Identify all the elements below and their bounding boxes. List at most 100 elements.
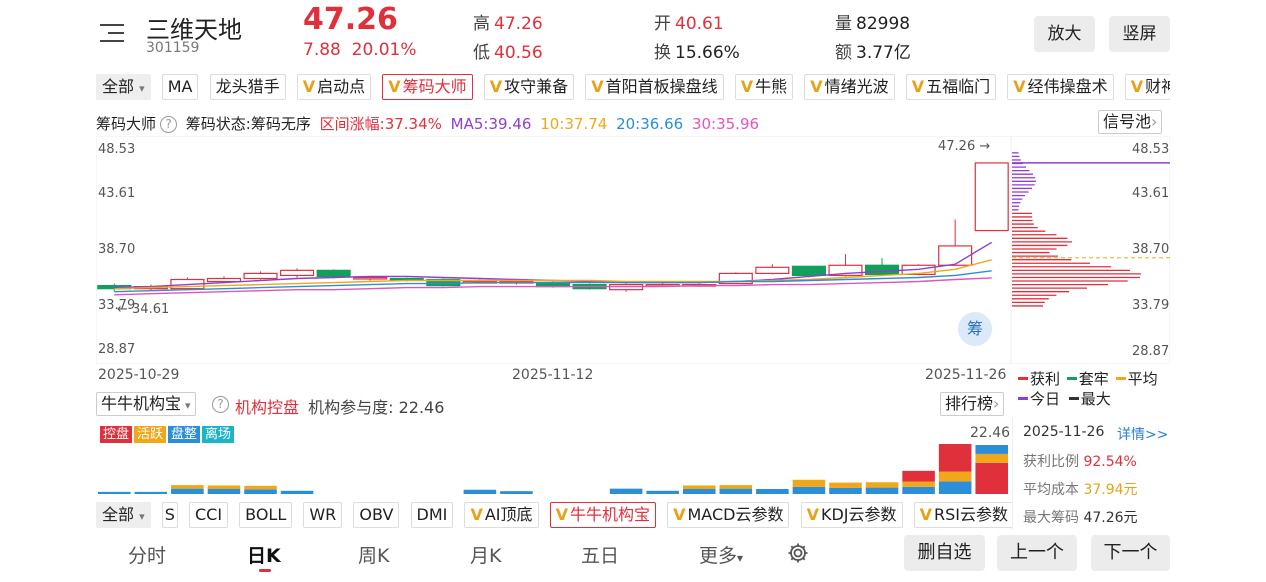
period-tab-intraday[interactable]: 分时 — [128, 545, 167, 567]
legend-max: 最大 — [1068, 390, 1111, 408]
menu-icon[interactable] — [100, 24, 124, 46]
low-value: 40.56 — [494, 43, 543, 63]
v-icon: V — [673, 505, 686, 524]
tab-label: 攻守兼备 — [504, 77, 569, 96]
kline-chart[interactable] — [96, 136, 1170, 364]
tab-kdj-cloud[interactable]: V KDJ云参数 — [800, 502, 903, 528]
zoom-button[interactable]: 放大 — [1034, 16, 1095, 52]
next-stock-button[interactable]: 下一个 — [1091, 535, 1170, 571]
tab-chip-master[interactable]: V 筹码大师 — [382, 74, 473, 100]
y-tick-label: 28.87 — [98, 342, 136, 357]
candle-body — [389, 277, 424, 281]
high-value: 47.26 — [494, 14, 543, 34]
chip-y-tick-label: 33.79 — [1132, 298, 1170, 313]
max-chip-value: 47.26元 — [1083, 510, 1138, 526]
tab-dmi[interactable]: DMI — [410, 502, 454, 528]
chip-badge-button[interactable]: 筹 — [958, 312, 992, 346]
v-icon: V — [740, 77, 754, 96]
period-tab-weekly[interactable]: 周K — [358, 545, 390, 567]
candle-body — [316, 269, 351, 278]
tab-emotion-wave[interactable]: V 情绪光波 — [804, 74, 895, 100]
candle-body — [938, 245, 973, 266]
x-date-label: 2025-11-12 — [512, 367, 594, 383]
legend-profit: 获利 — [1018, 370, 1060, 388]
portrait-button[interactable]: 竖屏 — [1109, 16, 1170, 52]
settings-gear-icon[interactable] — [786, 541, 810, 569]
tab-obv[interactable]: OBV — [353, 502, 400, 528]
tab-ma[interactable]: MA — [161, 74, 199, 100]
badge-consolidation: 盘整 — [168, 426, 201, 443]
tab-bull-bear[interactable]: V 牛熊 — [734, 74, 794, 100]
x-date-label: 2025-10-29 — [98, 367, 180, 383]
ma5-value: MA5:39.46 — [450, 115, 532, 133]
chevron-right-icon: › — [993, 394, 1000, 413]
tab-macd-cloud[interactable]: V MACD云参数 — [667, 502, 790, 528]
badge-active: 活跃 — [134, 426, 167, 443]
indicator-tab-row: 全部 ▾ MA 龙头猎手 V 启动点 V 筹码大师 V 攻守兼备 V 首阳首板操盘线 V… — [96, 74, 1170, 100]
institution-bar — [792, 486, 826, 494]
period-tab-more[interactable]: 更多▾ — [699, 541, 743, 568]
tab-jingwei[interactable]: V 经伟操盘术 — [1007, 74, 1114, 100]
period-tab-daily[interactable]: 日K — [247, 545, 281, 567]
tab-rsi-cloud[interactable]: V RSI云参数 — [913, 502, 1012, 528]
institution-bar — [792, 479, 826, 487]
institution-participation: 机构参与度: 22.46 — [308, 398, 445, 417]
tab-label: 五福临门 — [926, 77, 991, 96]
open-quote: 开 40.61 — [654, 9, 724, 34]
detail-more-link[interactable]: 详情>> — [1117, 427, 1169, 443]
period-tab-five-day[interactable]: 五日 — [581, 545, 620, 567]
legend-max-label: 最大 — [1080, 390, 1111, 408]
tab-s[interactable]: S — [161, 502, 178, 528]
tab-wufu[interactable]: V 五福临门 — [905, 74, 997, 100]
tab-cci[interactable]: CCI — [188, 502, 229, 528]
institution-chart[interactable] — [96, 444, 1010, 496]
institution-bar — [865, 482, 899, 488]
tab-attack-defense[interactable]: V 攻守兼备 — [483, 74, 575, 100]
avg-cost-row: 平均成本 37.94元 — [1023, 479, 1138, 499]
tab-institution-bao[interactable]: V 牛牛机构宝 — [549, 502, 657, 528]
tab-caishen[interactable]: V 财神 — [1124, 74, 1170, 100]
period-tab-monthly[interactable]: 月K — [470, 545, 502, 567]
chip-indicator-name: 筹码大师 — [96, 115, 157, 133]
institution-bar — [280, 490, 314, 494]
institution-bar — [938, 471, 972, 482]
y-tick-label: 38.70 — [98, 242, 136, 257]
institution-bar — [975, 453, 1008, 463]
tab-boll[interactable]: BOLL — [239, 502, 293, 528]
candle-body — [864, 264, 900, 276]
institution-bar — [98, 491, 131, 494]
previous-stock-button[interactable]: 上一个 — [997, 535, 1077, 571]
tab-wr[interactable]: WR — [303, 502, 343, 528]
institution-selector[interactable]: 牛牛机构宝 ▾ — [96, 392, 196, 416]
institution-bar — [829, 482, 862, 488]
tab-all[interactable]: 全部 ▾ — [96, 74, 151, 100]
candle-body — [243, 272, 278, 280]
tab-all[interactable]: 全部 ▾ — [96, 502, 151, 528]
chip-status: 筹码状态:筹码无序 — [185, 115, 311, 133]
detail-date: 2025-11-26 — [1023, 424, 1105, 440]
candle-body — [206, 277, 242, 283]
signal-pool-button[interactable]: 信号池› — [1098, 110, 1163, 134]
institution-selector-label: 牛牛机构宝 — [101, 394, 182, 413]
chip-y-tick-label: 28.87 — [1132, 344, 1170, 359]
min-price-marker: ← 34.61 — [117, 302, 170, 317]
chip-y-tick-label: 48.53 — [1132, 142, 1170, 157]
legend-average-label: 平均 — [1127, 370, 1158, 388]
x-date-label: 2025-11-26 — [925, 367, 1007, 383]
chip-y-tick-label: 38.70 — [1132, 242, 1170, 257]
institution-bar — [500, 491, 533, 494]
delete-watchlist-button[interactable]: 删自选 — [904, 535, 985, 571]
help-icon[interactable]: ? — [160, 116, 178, 133]
tab-dragon-hunter[interactable]: 龙头猎手 — [209, 74, 286, 100]
stock-name: 三维天地 — [146, 16, 242, 44]
caret-down-icon: ▾ — [737, 551, 744, 565]
candle-body — [828, 264, 863, 277]
stock-code: 301159 — [146, 40, 200, 56]
candle-body — [974, 162, 1009, 232]
tab-ai-top-bottom[interactable]: V AI顶底 — [464, 502, 539, 528]
tab-start-point[interactable]: V 启动点 — [296, 74, 372, 100]
rank-button[interactable]: 排行榜› — [940, 392, 1005, 416]
help-icon[interactable]: ? — [212, 396, 229, 413]
tab-shouyang[interactable]: V 首阳首板操盘线 — [585, 74, 724, 100]
